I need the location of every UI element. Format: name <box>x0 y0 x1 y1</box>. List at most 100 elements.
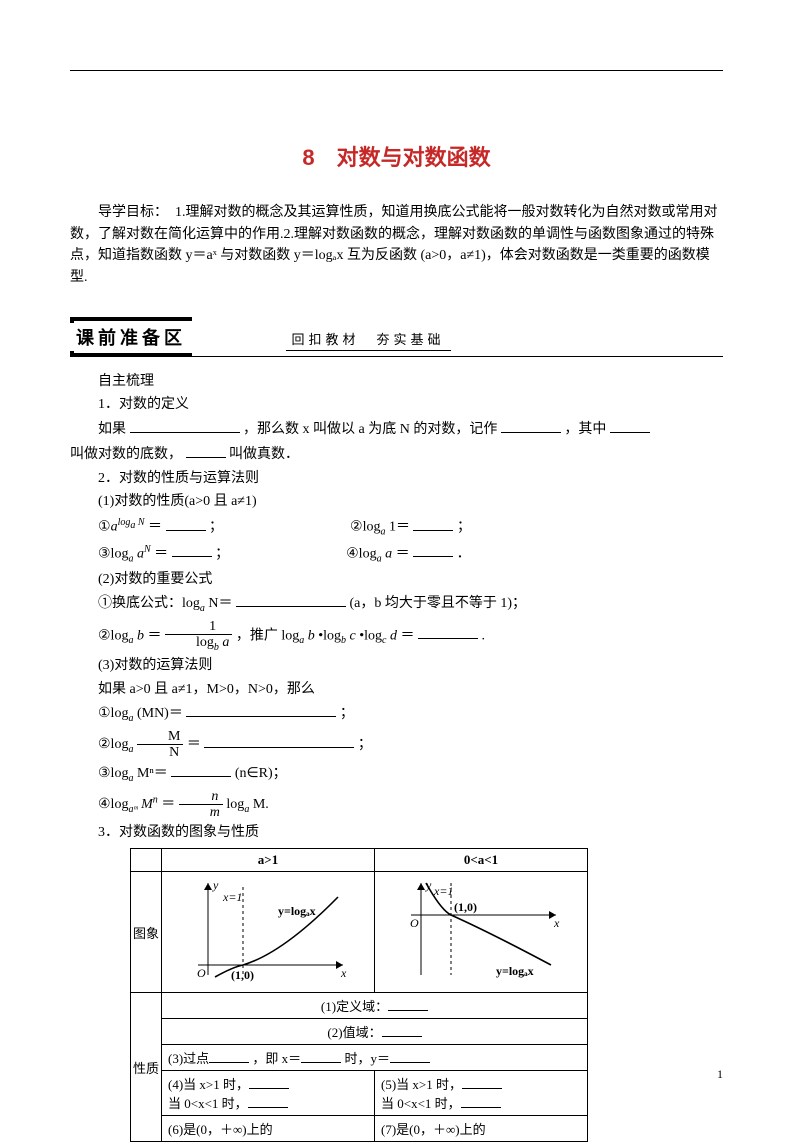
blank <box>388 997 428 1011</box>
blank <box>209 1049 249 1063</box>
page: 8 对数与对数函数 导学目标： 1.理解对数的概念及其运算性质，知道用换底公式能… <box>0 0 793 1122</box>
text: (n∈R)； <box>235 766 287 781</box>
sec2-3-cond: 如果 a>0 且 a≠1，M>0，N>0，那么 <box>70 679 723 701</box>
svg-text:(1,0): (1,0) <box>231 968 254 982</box>
blank <box>186 443 226 458</box>
law-3: ③loga Mⁿ＝ (n∈R)； <box>70 762 723 786</box>
blank <box>390 1049 430 1063</box>
text: ④log <box>98 797 128 812</box>
text: ①log <box>98 706 128 721</box>
text: ＝ <box>161 797 175 812</box>
text: ④log <box>346 546 376 561</box>
text: M. <box>253 797 269 812</box>
content-block: 自主梳理 1．对数的定义 如果 ，那么数 x 叫做以 a 为底 N 的对数，记作… <box>70 371 723 1142</box>
sec3-heading: 3．对数函数的图象与性质 <box>70 822 723 844</box>
blank <box>236 592 346 607</box>
text: ＝ <box>148 520 162 535</box>
properties-table: a>1 0<a<1 图象 x=1 y=logₐx (1,0) <box>130 848 588 1142</box>
text: 时，y＝ <box>344 1051 390 1066</box>
text: ，其中 <box>564 422 606 437</box>
text: ； <box>209 520 223 535</box>
formula-row-1: ①aloga N ＝ ； ②loga 1＝ ； <box>70 515 723 540</box>
text: 当 0<x<1 时， <box>381 1096 461 1111</box>
blank <box>301 1049 341 1063</box>
row-label-graph: 图象 <box>131 872 162 993</box>
sec2-3: (3)对数的运算法则 <box>70 655 723 677</box>
text: ① <box>98 520 111 535</box>
text: (2)值域： <box>327 1025 381 1040</box>
prop-point: (3)过点 ，即 x＝ 时，y＝ <box>162 1045 588 1071</box>
prop-5: (5)当 x>1 时， 当 0<x<1 时， <box>375 1071 588 1116</box>
text: ③log <box>98 546 128 561</box>
law-4: ④logaᵐ Mn ＝ nm loga M. <box>70 789 723 821</box>
page-number: 1 <box>717 1067 723 1082</box>
text: ； <box>457 520 471 535</box>
def-line-2: 叫做对数的底数， 叫做真数． <box>70 443 723 466</box>
blank <box>382 1023 422 1037</box>
svg-text:y: y <box>425 878 432 892</box>
top-rule <box>70 70 723 71</box>
sec2-1: (1)对数的性质(a>0 且 a≠1) <box>70 491 723 513</box>
text: (5)当 x>1 时， <box>381 1077 462 1092</box>
text: ＝ <box>396 546 410 561</box>
text: ，推广 log <box>236 628 299 643</box>
blank <box>166 516 206 531</box>
text: ①换底公式：log <box>98 596 200 611</box>
text: 1＝ <box>389 520 410 535</box>
law-1: ①loga (MN)＝ ； <box>70 702 723 726</box>
text: ，即 x＝ <box>252 1051 301 1066</box>
log-graph-increasing-icon: x=1 y=logₐx (1,0) x y O <box>183 875 353 985</box>
text: ＝ <box>187 737 201 752</box>
page-title: 8 对数与对数函数 <box>70 140 723 172</box>
heading-self-comb: 自主梳理 <box>70 371 723 393</box>
text: (a，b 均大于零且不等于 1)； <box>350 596 527 611</box>
sec2-heading: 2．对数的性质与运算法则 <box>70 468 723 490</box>
text: ②log <box>98 628 128 643</box>
svg-text:O: O <box>410 916 419 930</box>
svg-text:x: x <box>340 966 347 980</box>
svg-text:x: x <box>553 916 560 930</box>
blank <box>610 418 650 433</box>
prop-6: (6)是(0，＋∞)上的 <box>162 1116 375 1142</box>
change-base: ①换底公式：loga N＝ (a，b 均大于零且不等于 1)； <box>70 592 723 616</box>
section-sub-label: 回扣教材 夯实基础 <box>286 329 451 351</box>
svg-text:(1,0): (1,0) <box>454 900 477 914</box>
text: N＝ <box>208 596 232 611</box>
blank <box>130 418 240 433</box>
text: ＝ <box>154 546 168 561</box>
sec2-2: (2)对数的重要公式 <box>70 569 723 591</box>
text: •log <box>359 628 382 643</box>
law-2: ②loga MN ＝ ； <box>70 729 723 761</box>
text: Mⁿ＝ <box>137 766 168 781</box>
text: 当 0<x<1 时， <box>168 1096 248 1111</box>
row-label-props: 性质 <box>131 993 162 1142</box>
blank <box>204 733 354 748</box>
text: (4)当 x>1 时， <box>168 1077 249 1092</box>
blank <box>413 516 453 531</box>
log-graph-decreasing-icon: x=1 y=logₐx (1,0) x y O <box>396 875 566 985</box>
graph-a-lt-1: x=1 y=logₐx (1,0) x y O <box>375 872 588 993</box>
text: (1)定义域： <box>321 999 388 1014</box>
text: ＝ <box>401 628 415 643</box>
prop-7: (7)是(0，＋∞)上的 <box>375 1116 588 1142</box>
svg-text:O: O <box>197 966 206 980</box>
section-box-label: 课前准备区 <box>70 317 192 357</box>
blank <box>461 1094 501 1108</box>
blank <box>171 762 231 777</box>
text: ，那么数 x 叫做以 a 为底 N 的对数，记作 <box>243 422 497 437</box>
text: 如果 <box>98 422 126 437</box>
formula-row-2: ③loga aN ＝ ； ④loga a ＝ ． <box>70 542 723 567</box>
intro-paragraph: 导学目标： 1.理解对数的概念及其运算性质，知道用换底公式能将一般对数转化为自然… <box>70 202 723 289</box>
prop-range: (2)值域： <box>162 1019 588 1045</box>
prop-4: (4)当 x>1 时， 当 0<x<1 时， <box>162 1071 375 1116</box>
reciprocal-formula: ②loga b ＝ 1logb a ，推广 loga b •logb c •lo… <box>70 619 723 653</box>
text: ③log <box>98 766 128 781</box>
blank <box>418 624 478 639</box>
svg-text:y=logₐx: y=logₐx <box>496 964 534 978</box>
text: ； <box>358 737 372 752</box>
blank <box>186 702 336 717</box>
text: . <box>482 628 486 643</box>
svg-text:x=1: x=1 <box>222 890 242 904</box>
prop-domain: (1)定义域： <box>162 993 588 1019</box>
text: (MN)＝ <box>137 706 183 721</box>
